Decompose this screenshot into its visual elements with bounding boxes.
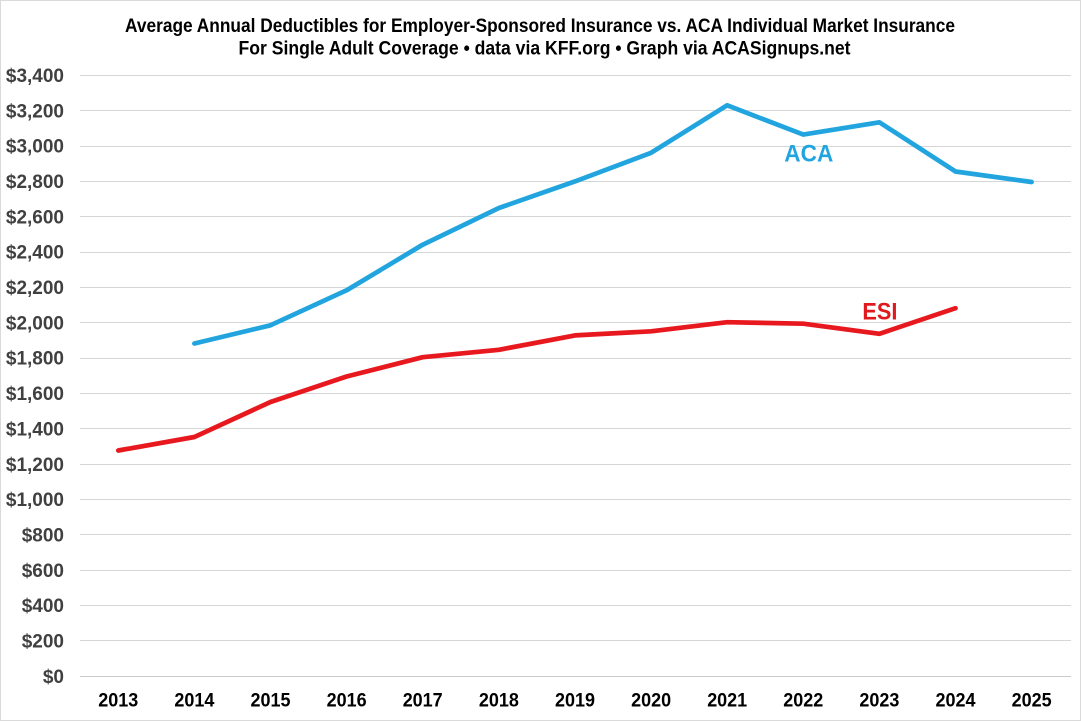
svg-text:$400: $400 [22,596,64,617]
svg-text:2022: 2022 [783,691,823,712]
svg-text:$2,000: $2,000 [6,313,64,334]
svg-text:$1,800: $1,800 [6,349,64,370]
svg-text:2024: 2024 [936,691,976,712]
svg-text:$200: $200 [22,632,64,653]
svg-text:$3,200: $3,200 [6,101,64,122]
svg-text:$1,400: $1,400 [6,419,64,440]
svg-text:$2,800: $2,800 [6,172,64,193]
svg-text:2014: 2014 [174,691,214,712]
svg-text:2016: 2016 [327,691,367,712]
svg-text:Average Annual Deductibles for: Average Annual Deductibles for Employer-… [125,16,955,37]
svg-text:2020: 2020 [631,691,671,712]
svg-text:2021: 2021 [707,691,747,712]
svg-text:$1,000: $1,000 [6,490,64,511]
svg-text:$3,400: $3,400 [6,66,64,87]
svg-text:$1,200: $1,200 [6,455,64,476]
svg-text:$3,000: $3,000 [6,137,64,158]
svg-text:$2,400: $2,400 [6,243,64,264]
svg-text:2025: 2025 [1012,691,1052,712]
svg-text:2018: 2018 [479,691,519,712]
svg-text:$2,600: $2,600 [6,207,64,228]
svg-text:$600: $600 [22,561,64,582]
svg-text:ESI: ESI [862,299,897,326]
svg-text:$1,600: $1,600 [6,384,64,405]
svg-text:$800: $800 [22,525,64,546]
svg-text:2019: 2019 [555,691,595,712]
svg-text:ACA: ACA [784,140,833,167]
svg-text:$2,200: $2,200 [6,278,64,299]
svg-text:$0: $0 [43,667,64,688]
svg-text:For Single Adult Coverage • da: For Single Adult Coverage • data via KFF… [239,38,852,59]
svg-text:2023: 2023 [859,691,899,712]
svg-text:2017: 2017 [403,691,443,712]
svg-text:2013: 2013 [98,691,138,712]
svg-text:2015: 2015 [251,691,291,712]
